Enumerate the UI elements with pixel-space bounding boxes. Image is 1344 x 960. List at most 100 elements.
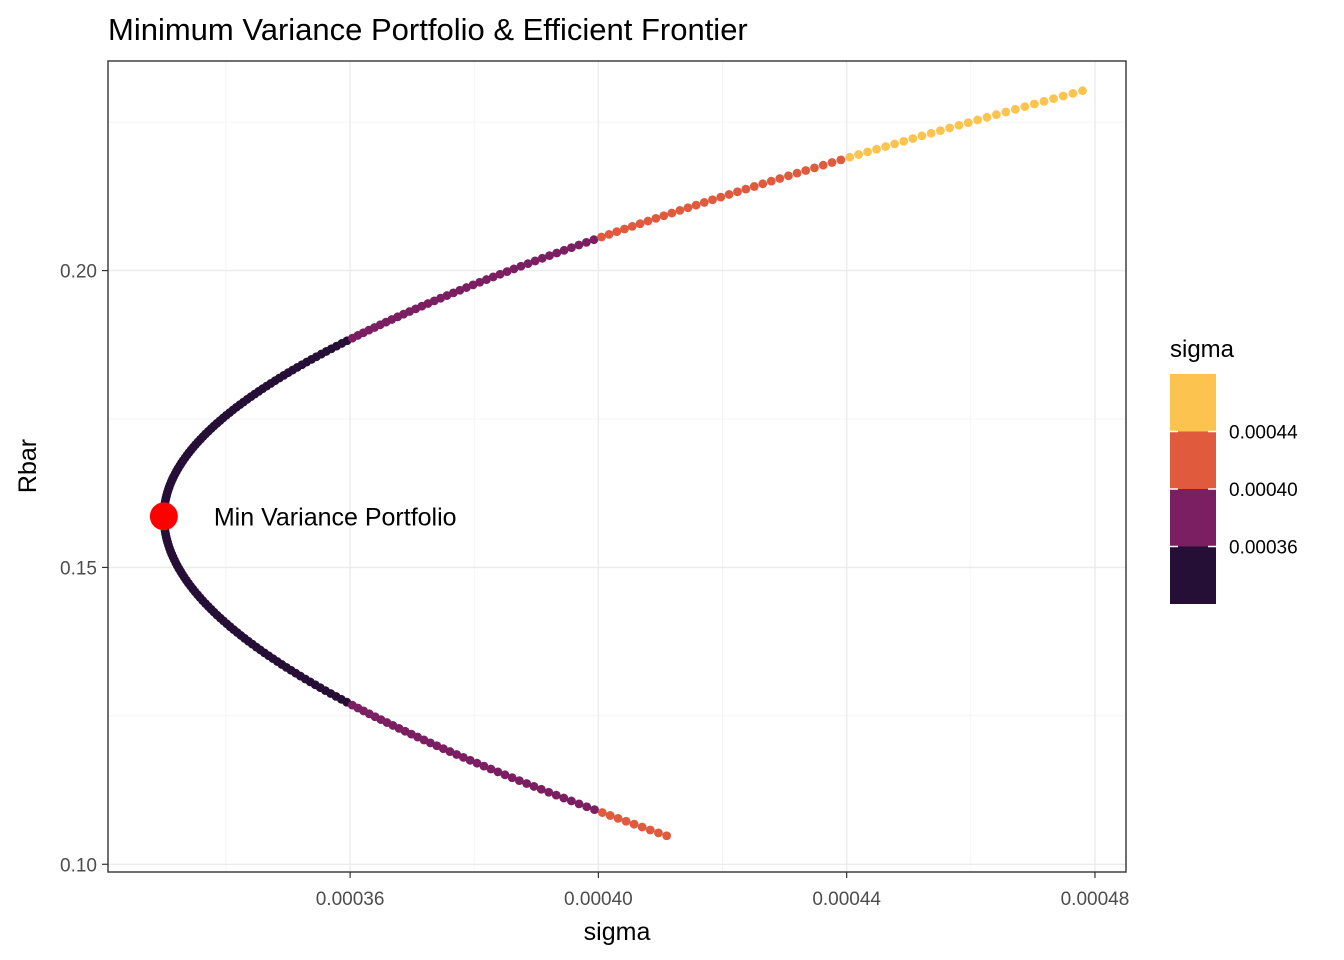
frontier-point [458,752,468,762]
y-tick-label: 0.20 [60,262,97,283]
frontier-point [544,787,554,797]
frontier-point [509,264,519,274]
frontier-point [522,779,532,788]
frontier-point [766,176,776,186]
frontier-point [899,136,909,146]
frontier-point [1068,88,1078,98]
frontier-point [881,142,890,151]
grid-lines [108,61,1126,872]
frontier-point [645,825,655,835]
frontier-point [445,747,455,756]
frontier-point [479,761,489,771]
frontier-point [597,808,607,817]
min-variance-label: Min Variance Portfolio [214,503,457,531]
frontier-point [604,229,614,239]
frontier-point [495,269,505,279]
frontier-point [667,208,677,218]
legend-color-bin [1170,431,1216,489]
axes: 0.00036 0.00040 0.00044 0.00048 0.10 0.15 0.20 [60,262,1129,910]
frontier-point [691,200,701,210]
frontier-point [514,776,524,786]
frontier-point [581,237,591,247]
frontier-point [597,232,606,242]
frontier-point [845,152,855,162]
frontier-point [629,819,639,829]
frontier-point [438,744,448,754]
frontier-point [582,802,592,812]
plot-panel-border [107,60,1127,873]
frontier-point [605,811,615,820]
frontier-point [775,174,785,183]
min-variance-marker-group: Min Variance Portfolio [149,502,457,531]
frontier-point [926,128,936,138]
frontier-point [551,790,561,800]
frontier-point [749,182,759,191]
frontier-point [659,211,669,221]
legend-label: 0.00044 [1229,423,1298,444]
x-tick-label: 0.00044 [812,889,881,910]
frontier-point [452,750,462,759]
frontier-point [651,213,661,223]
frontier-point [683,203,693,213]
legend-label: 0.00036 [1229,538,1298,559]
frontier-point [482,275,491,284]
frontier-point [654,828,663,838]
frontier-point [486,764,496,774]
frontier-point [462,283,471,292]
frontier-point [827,158,837,167]
frontier-point [908,134,918,143]
frontier-point [465,755,475,765]
legend-label: 0.00040 [1229,480,1298,501]
frontier-point [724,190,734,199]
frontier-point [559,793,569,803]
x-axis-title: sigma [584,918,651,946]
frontier-point [567,243,576,253]
frontier-point [945,123,955,133]
frontier-point [637,822,647,832]
frontier-point [516,261,526,271]
color-legend: sigma 0.00044 0.00040 0.00036 [1170,336,1298,604]
frontier-point [1020,102,1030,112]
frontier-point [613,813,623,823]
frontier-point [552,248,562,258]
frontier-point [523,259,533,269]
frontier-point [635,219,645,229]
frontier-point [854,150,864,159]
frontier-point [675,206,685,215]
frontier-point [890,139,900,149]
frontier-point [935,126,945,135]
frontier-point [699,198,709,207]
frontier-point [1010,104,1020,114]
frontier-point [801,166,811,175]
frontier-point [475,277,485,287]
frontier-point [507,773,517,783]
frontier-point [530,256,540,266]
frontier-point [872,144,881,154]
frontier-point [982,112,992,122]
frontier-point [810,163,819,173]
frontier-point [493,767,503,777]
frontier-point [612,227,622,237]
frontier-point [917,131,927,141]
min-variance-point [149,502,178,531]
legend-color-bin [1170,489,1216,547]
frontier-point [973,115,982,125]
x-tick-label: 0.00036 [316,889,385,910]
frontier-point [992,110,1001,120]
frontier-point [566,796,576,806]
x-tick-label: 0.00048 [1061,889,1130,910]
x-tick-label: 0.00040 [564,889,633,910]
frontier-point [1039,96,1049,106]
frontier-point [621,816,631,826]
frontier-point [529,782,539,791]
frontier-point [502,267,512,276]
frontier-point [758,179,768,189]
frontier-point [1058,91,1068,101]
frontier-point [500,770,510,780]
frontier-point [488,272,498,282]
frontier-point [545,251,554,261]
frontier-point [627,221,637,231]
frontier-point [590,805,599,815]
frontier-point [863,147,872,157]
frontier-point [468,280,478,290]
